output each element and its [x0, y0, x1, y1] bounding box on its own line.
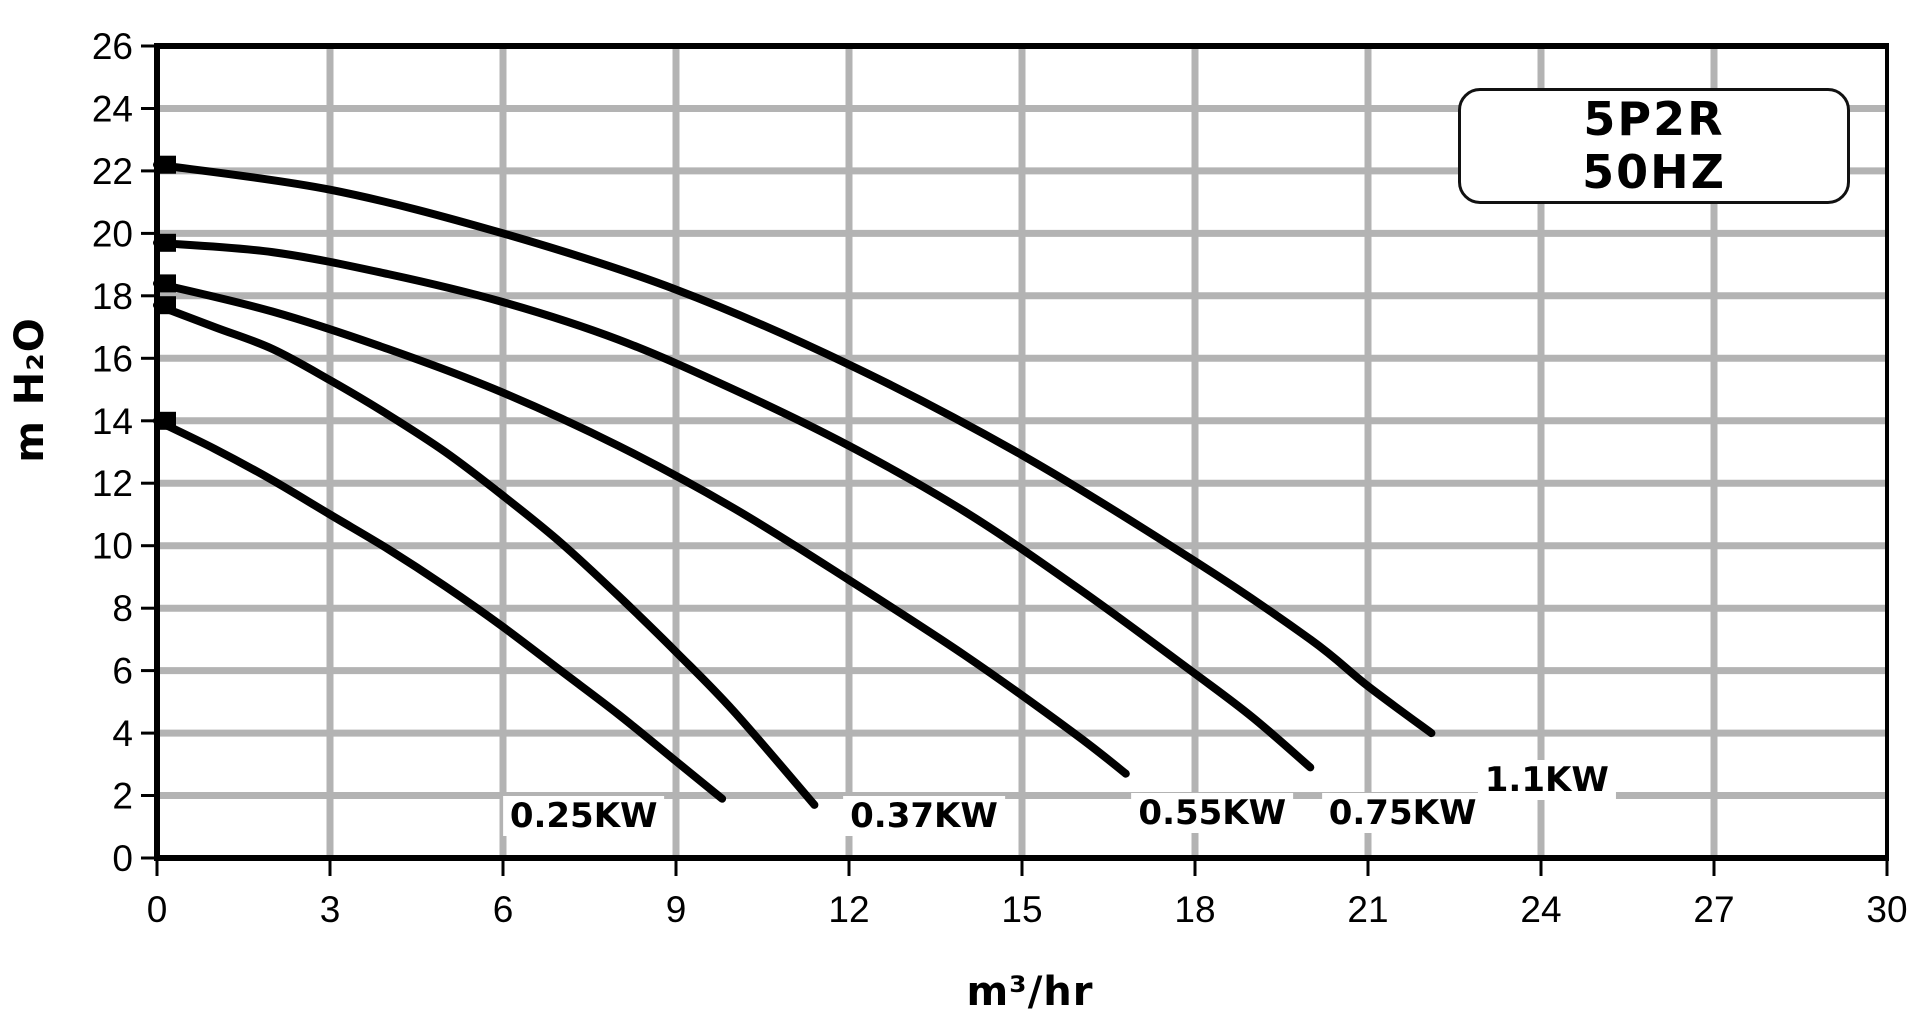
y-tick-label: 14 — [92, 401, 133, 442]
curve-label-0.55KW: 0.55KW — [1131, 792, 1294, 833]
curve-0.37KW — [153, 301, 819, 809]
curve-label-0.37KW: 0.37KW — [843, 795, 1005, 836]
curve-0.75KW — [153, 238, 1315, 772]
y-tick-label: 10 — [92, 526, 133, 567]
curve-start-marker-0.75KW — [158, 233, 176, 252]
y-tick-label: 12 — [92, 463, 133, 504]
x-tick-label: 30 — [1866, 889, 1907, 930]
y-tick-label: 20 — [92, 213, 133, 254]
x-tick-label: 21 — [1347, 889, 1388, 930]
y-tick-label: 26 — [92, 26, 133, 67]
curve-start-marker-0.25KW — [158, 411, 176, 430]
x-tick-label: 0 — [147, 889, 168, 930]
x-tick-label: 9 — [666, 889, 687, 930]
x-tick-label: 27 — [1693, 889, 1734, 930]
legend-frequency: 50HZ — [1582, 145, 1726, 199]
y-tick-label: 24 — [92, 89, 133, 130]
y-axis-title: m H₂O — [7, 317, 53, 463]
y-tick-label: 8 — [112, 588, 133, 629]
y-tick-label: 22 — [92, 151, 133, 192]
x-tick-label: 18 — [1174, 889, 1215, 930]
legend-box: 5P2R 50HZ — [1458, 88, 1850, 204]
x-tick-label: 15 — [1001, 889, 1042, 930]
curve-start-marker-0.55KW — [158, 274, 176, 293]
legend-model: 5P2R — [1583, 92, 1725, 146]
x-tick-label: 3 — [320, 889, 341, 930]
curve-label-0.25KW: 0.25KW — [502, 795, 665, 836]
y-tick-label: 0 — [112, 838, 133, 879]
y-tick-label: 18 — [92, 276, 133, 317]
y-tick-label: 4 — [112, 713, 133, 754]
curve-label-1.1KW: 1.1KW — [1477, 759, 1616, 800]
y-tick-label: 6 — [112, 651, 133, 692]
curve-0.25KW — [153, 416, 727, 803]
y-tick-label: 16 — [92, 338, 133, 379]
curve-label-0.75KW: 0.75KW — [1321, 792, 1484, 833]
curve-start-marker-1.1KW — [158, 155, 176, 174]
x-tick-label: 12 — [828, 889, 869, 930]
curve-1.1KW — [153, 160, 1436, 738]
x-tick-label: 6 — [493, 889, 514, 930]
x-tick-label: 24 — [1520, 889, 1561, 930]
x-axis-title: m³/hr — [966, 969, 1094, 1015]
curve-0.55KW — [153, 279, 1130, 778]
curve-start-marker-0.37KW — [158, 296, 176, 315]
y-tick-label: 2 — [112, 776, 133, 817]
